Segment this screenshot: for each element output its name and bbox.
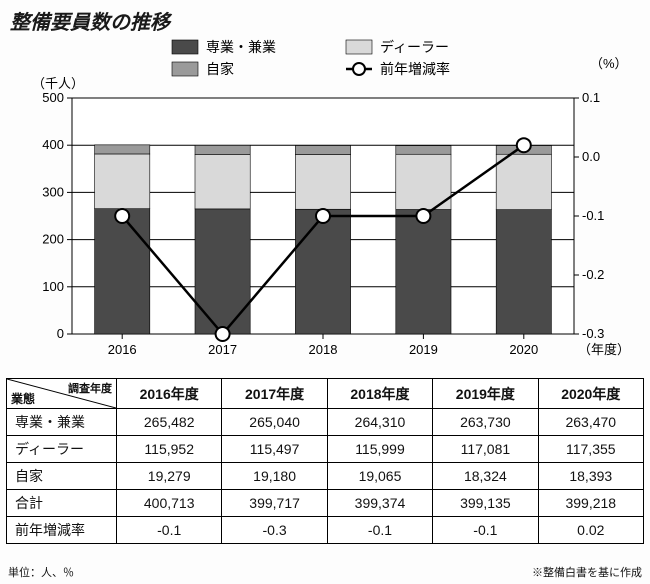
bar-sengyou: [396, 210, 451, 334]
table-cell: 19,065: [327, 463, 432, 490]
table-cell: 115,497: [222, 436, 327, 463]
table-cell: 19,279: [117, 463, 222, 490]
table-cell: 115,952: [117, 436, 222, 463]
svg-text:0.0: 0.0: [582, 149, 600, 164]
col-header: 2019年度: [433, 379, 538, 409]
table-cell: 399,717: [222, 490, 327, 517]
bar-dealer: [95, 154, 150, 209]
marker-yoy: [416, 209, 430, 223]
table-header-row: 調査年度 業態 2016年度 2017年度 2018年度 2019年度 2020…: [7, 379, 644, 409]
bar-sengyou: [496, 210, 551, 334]
svg-text:-0.3: -0.3: [582, 326, 604, 341]
bar-jika: [95, 145, 150, 154]
chart-title: 整備要員数の推移: [10, 6, 170, 35]
svg-text:2020: 2020: [509, 342, 538, 357]
figure-frame: 整備要員数の推移 0 100 200 300 400 500（千人） -0.3 -0.2 -0.…: [0, 0, 650, 584]
bar-sengyou: [195, 209, 250, 334]
diag-header-cell: 調査年度 業態: [7, 379, 117, 409]
svg-text:2016: 2016: [108, 342, 137, 357]
bar-dealer: [195, 154, 250, 209]
table-cell: 263,470: [538, 409, 643, 436]
data-table-area: 調査年度 業態 2016年度 2017年度 2018年度 2019年度 2020…: [6, 378, 644, 544]
bar-jika: [195, 145, 250, 154]
table-cell: -0.3: [222, 517, 327, 544]
svg-text:（年度）: （年度）: [578, 342, 630, 357]
table-cell: 263,730: [433, 409, 538, 436]
table-row: 合計400,713399,717399,374399,135399,218: [7, 490, 644, 517]
figure-footer: 単位：人、％ ※整備白書を基に作成: [8, 564, 642, 580]
footer-right: ※整備白書を基に作成: [532, 564, 642, 580]
table-cell: 399,218: [538, 490, 643, 517]
table-cell: 19,180: [222, 463, 327, 490]
bar-dealer: [496, 154, 551, 209]
table-cell: 0.02: [538, 517, 643, 544]
svg-text:300: 300: [42, 184, 64, 199]
bar-jika: [295, 145, 350, 154]
table-row: ディーラー115,952115,497115,999117,081117,355: [7, 436, 644, 463]
svg-text:-0.1: -0.1: [582, 208, 604, 223]
row-label: 合計: [7, 490, 117, 517]
table-cell: 18,393: [538, 463, 643, 490]
svg-text:100: 100: [42, 279, 64, 294]
svg-text:専業・兼業: 専業・兼業: [206, 39, 276, 55]
table-cell: 115,999: [327, 436, 432, 463]
table-row: 専業・兼業265,482265,040264,310263,730263,470: [7, 409, 644, 436]
table-cell: 400,713: [117, 490, 222, 517]
table-row: 自家19,27919,18019,06518,32418,393: [7, 463, 644, 490]
svg-text:200: 200: [42, 232, 64, 247]
row-label: 自家: [7, 463, 117, 490]
table-cell: 399,374: [327, 490, 432, 517]
svg-text:（千人）: （千人）: [32, 76, 84, 91]
svg-text:500: 500: [42, 90, 64, 105]
svg-text:0: 0: [57, 326, 64, 341]
row-label: 専業・兼業: [7, 409, 117, 436]
table-cell: 399,135: [433, 490, 538, 517]
svg-text:2019: 2019: [409, 342, 438, 357]
bar-sengyou: [95, 209, 150, 334]
table-cell: 264,310: [327, 409, 432, 436]
table-cell: 117,355: [538, 436, 643, 463]
marker-yoy: [316, 209, 330, 223]
svg-text:（%）: （%）: [590, 56, 628, 71]
marker-yoy: [517, 138, 531, 152]
col-header: 2017年度: [222, 379, 327, 409]
table-cell: 265,040: [222, 409, 327, 436]
chart-area: 0 100 200 300 400 500（千人） -0.3 -0.2 -0.1 0.0 0.1 （%…: [8, 34, 642, 374]
table-cell: -0.1: [327, 517, 432, 544]
data-table: 調査年度 業態 2016年度 2017年度 2018年度 2019年度 2020…: [6, 378, 644, 544]
marker-yoy: [216, 327, 230, 341]
svg-text:前年増減率: 前年増減率: [380, 61, 450, 77]
svg-text:-0.2: -0.2: [582, 267, 604, 282]
table-cell: -0.1: [117, 517, 222, 544]
svg-text:自家: 自家: [206, 61, 234, 77]
bar-sengyou: [295, 209, 350, 334]
bar-jika: [396, 146, 451, 155]
footer-left: 単位：人、％: [8, 564, 74, 580]
col-header: 2020年度: [538, 379, 643, 409]
chart-svg: 0 100 200 300 400 500（千人） -0.3 -0.2 -0.1 0.0 0.1 （%…: [8, 34, 642, 374]
col-header: 2018年度: [327, 379, 432, 409]
table-cell: 265,482: [117, 409, 222, 436]
table-cell: 18,324: [433, 463, 538, 490]
marker-yoy: [115, 209, 129, 223]
table-cell: -0.1: [433, 517, 538, 544]
row-label: ディーラー: [7, 436, 117, 463]
svg-text:2018: 2018: [309, 342, 338, 357]
col-header: 2016年度: [117, 379, 222, 409]
svg-text:400: 400: [42, 137, 64, 152]
table-cell: 117,081: [433, 436, 538, 463]
row-label: 前年増減率: [7, 517, 117, 544]
diag-header-bottom: 業態: [11, 390, 35, 407]
table-row: 前年増減率-0.1-0.3-0.1-0.10.02: [7, 517, 644, 544]
svg-text:0.1: 0.1: [582, 90, 600, 105]
svg-text:2017: 2017: [208, 342, 237, 357]
diag-header-top: 調査年度: [68, 380, 112, 396]
bar-dealer: [295, 154, 350, 209]
svg-text:ディーラー: ディーラー: [380, 39, 449, 55]
